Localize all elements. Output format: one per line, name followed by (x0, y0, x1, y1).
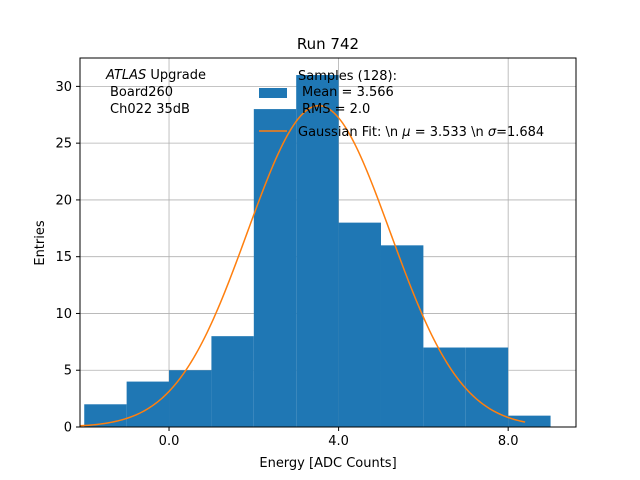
legend-hist-swatch (259, 88, 287, 98)
legend-fit-sigma: =1.684 (496, 125, 544, 140)
histogram-bar-1 (126, 381, 170, 427)
x-axis-label: Energy [ADC Counts] (259, 456, 396, 471)
x-tick-label-0: 0.0 (159, 434, 180, 449)
y-tick-label-3: 15 (55, 250, 72, 265)
x-axis-ticks: 0.0 4.0 8.0 (159, 427, 519, 449)
legend-hist-line-3: RMS = 2.0 (302, 102, 370, 117)
histogram-bar-2 (169, 370, 212, 427)
gaussian-fit-curve (79, 104, 526, 427)
y-tick-label-2: 10 (55, 307, 72, 322)
legend-hist-line-1: Samples (128): (298, 69, 397, 84)
histogram-bar-6 (338, 222, 381, 427)
histogram-bar-3 (211, 336, 254, 427)
channel-annotation: Ch022 35dB (110, 102, 190, 117)
experiment-suffix: Upgrade (146, 68, 206, 83)
y-tick-label-0: 0 (64, 421, 72, 436)
experiment-name: ATLAS (105, 68, 146, 83)
y-axis-ticks: 0 5 10 15 20 25 30 (55, 80, 80, 436)
x-tick-label-2: 8.0 (498, 434, 519, 449)
histogram-bar-9 (465, 347, 509, 427)
histogram-bar-7 (380, 245, 424, 427)
y-tick-label-5: 25 (55, 137, 72, 152)
x-tick-label-1: 4.0 (328, 434, 349, 449)
histogram-bar-10 (508, 415, 551, 427)
y-tick-label-6: 30 (55, 80, 72, 95)
board-annotation: Board260 (110, 85, 173, 100)
plot-frame (79, 57, 577, 428)
legend-mu-symbol: μ (401, 125, 410, 140)
legend-fit-label: Gaussian Fit: \n μ = 3.533 \n σ=1.684 (298, 125, 544, 140)
gaussian-fit-path (79, 104, 526, 427)
legend-sigma-symbol: σ (488, 125, 497, 140)
experiment-annotation: ATLAS Upgrade (105, 68, 206, 83)
legend-fit-prefix: Gaussian Fit: \n (298, 125, 402, 140)
chart-title: Run 742 (297, 35, 359, 53)
y-tick-label-4: 20 (55, 193, 72, 208)
histogram-bar-8 (423, 347, 466, 427)
histogram-bar-5 (296, 75, 339, 428)
legend-hist-line-2: Mean = 3.566 (302, 85, 394, 100)
histogram-bar-4 (253, 109, 297, 427)
histogram-bars (84, 75, 551, 428)
legend-fit-mu: = 3.533 \n (411, 125, 488, 140)
y-tick-label-1: 5 (64, 364, 72, 379)
y-axis-label: Entries (33, 220, 48, 266)
